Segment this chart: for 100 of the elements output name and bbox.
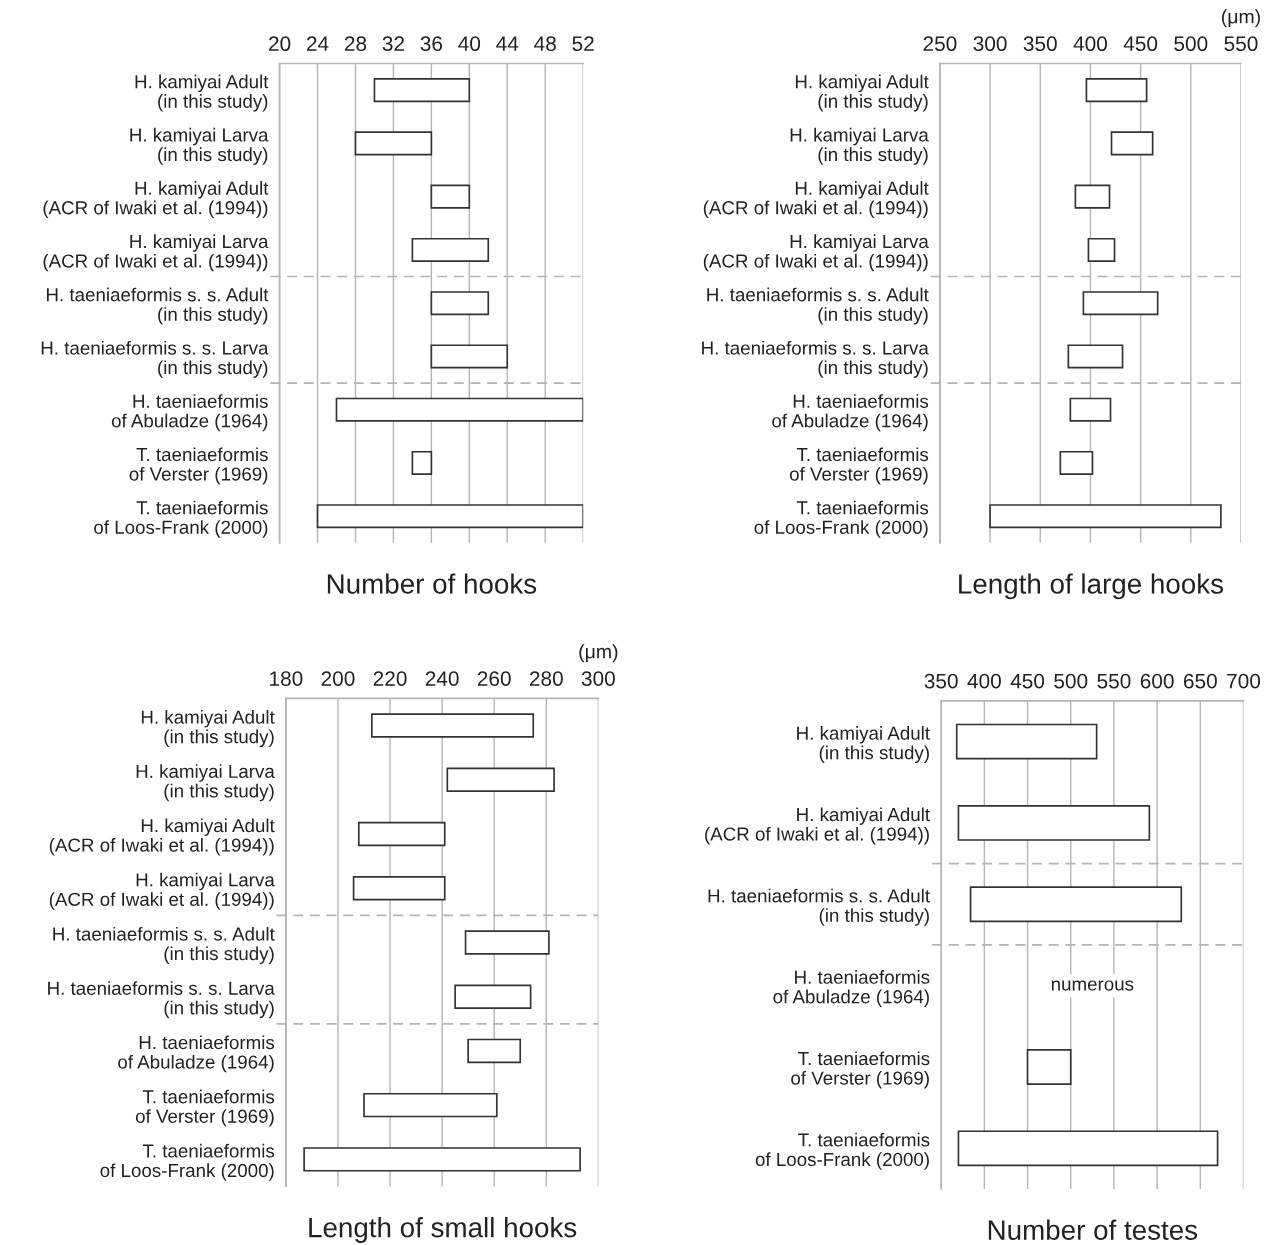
bar bbox=[446, 767, 555, 793]
bar bbox=[969, 886, 1183, 923]
bar bbox=[354, 131, 433, 156]
x-axis-title: (μm) bbox=[1222, 9, 1260, 28]
bar bbox=[957, 1130, 1219, 1167]
bar bbox=[464, 930, 550, 955]
y-tick-label: H. taeniaeformis of Abuladze (1964) bbox=[111, 394, 268, 432]
x-tick-label: 52 bbox=[572, 36, 594, 52]
x-tick-label: 36 bbox=[420, 36, 443, 52]
bar bbox=[1069, 397, 1112, 422]
bar bbox=[303, 1147, 581, 1172]
x-tick-label: 250 bbox=[923, 36, 957, 52]
x-tick-label: 300 bbox=[581, 671, 615, 686]
y-tick-label: H. kamiyai Adult (in this study) bbox=[797, 726, 930, 764]
y-tick-label: T. taeniaeformis of Loos-Frank (2000) bbox=[754, 500, 929, 538]
bar bbox=[957, 805, 1151, 841]
x-tick-label: 20 bbox=[269, 36, 291, 52]
x-tick-label: 550 bbox=[1097, 673, 1131, 689]
x-tick-label: 500 bbox=[1054, 673, 1088, 689]
y-tick-label: T. taeniaeformis of Verster (1969) bbox=[791, 1051, 930, 1089]
bar bbox=[430, 344, 509, 369]
x-tick-label: 550 bbox=[1224, 36, 1258, 52]
x-tick-label: 240 bbox=[425, 671, 459, 686]
x-tick-label: 180 bbox=[270, 671, 303, 686]
x-tick-label: 48 bbox=[534, 36, 556, 52]
x-tick-label: 350 bbox=[1023, 36, 1057, 52]
bar bbox=[1067, 344, 1124, 369]
bar bbox=[1059, 450, 1094, 475]
text: Length of large hooks bbox=[959, 573, 1224, 600]
x-tick-label: 400 bbox=[967, 673, 1001, 689]
y-tick-label: H. kamiyai Larva (in this study) bbox=[130, 127, 269, 165]
y-tick-label: H. kamiyai Larva (in this study) bbox=[790, 127, 929, 165]
bar bbox=[411, 237, 490, 262]
y-tick-label: H. taeniaeformis s. s. Adult (in this study) bbox=[46, 287, 269, 325]
x-tick-label: 40 bbox=[458, 36, 481, 52]
y-tick-label: T. taeniaeformis of Verster (1969) bbox=[789, 447, 929, 485]
bar bbox=[1110, 131, 1154, 156]
bar bbox=[363, 1092, 498, 1118]
x-tick-label: 200 bbox=[321, 671, 355, 686]
y-tick-label: T. taeniaeformis of Loos-Frank (2000) bbox=[755, 1132, 930, 1170]
y-tick-label: H. kamiyai Larva (ACR of Iwaki et al. (1994)) bbox=[703, 234, 929, 272]
text: Number of testes bbox=[988, 1219, 1198, 1240]
x-tick-label: 44 bbox=[496, 36, 519, 51]
y-tick-label: H. kamiyai Adult (in this study) bbox=[141, 710, 275, 748]
y-tick-label: T. taeniaeformis of Loos-Frank (2000) bbox=[100, 1143, 275, 1181]
x-tick-label: 450 bbox=[1010, 673, 1045, 689]
bar bbox=[955, 723, 1098, 760]
bar bbox=[357, 821, 446, 847]
bar bbox=[989, 504, 1222, 529]
y-tick-label: H. kamiyai Larva (ACR of Iwaki et al. (1994)) bbox=[43, 234, 269, 272]
y-tick-label: H. taeniaeformis s. s. Larva (in this study) bbox=[48, 981, 275, 1019]
y-tick-label: H. kamiyai Larva (ACR of Iwaki et al. (1994)) bbox=[49, 872, 275, 910]
x-tick-label: 32 bbox=[382, 36, 404, 52]
y-tick-label: T. taeniaeformis of Verster (1969) bbox=[129, 447, 268, 485]
x-tick-label: 600 bbox=[1140, 673, 1174, 689]
annotation: numerous bbox=[1051, 980, 1134, 991]
bar bbox=[1082, 291, 1159, 316]
x-tick-label: 280 bbox=[529, 671, 563, 686]
x-tick-label: 24 bbox=[306, 36, 329, 51]
x-tick-label: 500 bbox=[1174, 36, 1208, 52]
x-tick-label: 220 bbox=[373, 671, 407, 686]
y-tick-label: H. kamiyai Adult (ACR of Iwaki et al. (1994)) bbox=[705, 807, 930, 845]
text: Length of small hooks bbox=[309, 1217, 577, 1243]
x-tick-label: 650 bbox=[1183, 673, 1217, 689]
y-tick-label: H. taeniaeformis of Abuladze (1964) bbox=[118, 1035, 275, 1073]
y-tick-label: H. taeniaeformis s. s. Larva (in this study) bbox=[41, 340, 269, 378]
y-tick-label: T. taeniaeformis of Loos-Frank (2000) bbox=[94, 500, 268, 538]
bar bbox=[454, 984, 532, 1009]
y-tick-label: H. taeniaeformis of Abuladze (1964) bbox=[772, 394, 929, 432]
bar bbox=[335, 397, 584, 422]
bar bbox=[370, 713, 535, 738]
y-tick-label: H. kamiyai Adult (ACR of Iwaki et al. (1994)) bbox=[43, 181, 269, 219]
y-tick-label: H. taeniaeformis s. s. Adult (in this study) bbox=[53, 926, 275, 964]
y-tick-label: H. taeniaeformis s. s. Adult (in this study) bbox=[708, 888, 930, 926]
x-tick-label: 450 bbox=[1123, 36, 1158, 52]
bar bbox=[1026, 1049, 1072, 1085]
bar bbox=[1085, 78, 1148, 103]
bar bbox=[373, 78, 471, 103]
bar bbox=[1074, 184, 1111, 209]
y-tick-label: H. kamiyai Adult (ACR of Iwaki et al. (1994)) bbox=[49, 818, 275, 856]
bar bbox=[467, 1038, 522, 1064]
x-axis-title: (μm) bbox=[579, 644, 618, 663]
bar bbox=[411, 450, 433, 475]
x-tick-label: 300 bbox=[973, 36, 1007, 52]
x-tick-label: 700 bbox=[1227, 673, 1261, 689]
bar bbox=[1087, 237, 1116, 262]
x-tick-label: 28 bbox=[344, 36, 367, 52]
y-tick-label: H. taeniaeformis of Abuladze (1964) bbox=[773, 970, 930, 1008]
bar bbox=[316, 504, 584, 529]
y-tick-label: H. taeniaeformis s. s. Larva (in this study) bbox=[702, 340, 929, 378]
y-tick-label: H. kamiyai Adult (in this study) bbox=[795, 74, 929, 112]
y-tick-label: H. kamiyai Adult (ACR of Iwaki et al. (1994)) bbox=[703, 181, 929, 219]
y-tick-label: H. kamiyai Larva (in this study) bbox=[136, 764, 275, 802]
y-tick-label: T. taeniaeformis of Verster (1969) bbox=[135, 1089, 275, 1127]
x-tick-label: 400 bbox=[1073, 36, 1107, 52]
bar bbox=[352, 876, 446, 901]
y-tick-label: H. kamiyai Adult (in this study) bbox=[135, 74, 269, 112]
x-tick-label: 350 bbox=[924, 673, 958, 689]
bar bbox=[430, 184, 471, 209]
y-tick-label: H. taeniaeformis s. s. Adult (in this study) bbox=[707, 287, 929, 325]
